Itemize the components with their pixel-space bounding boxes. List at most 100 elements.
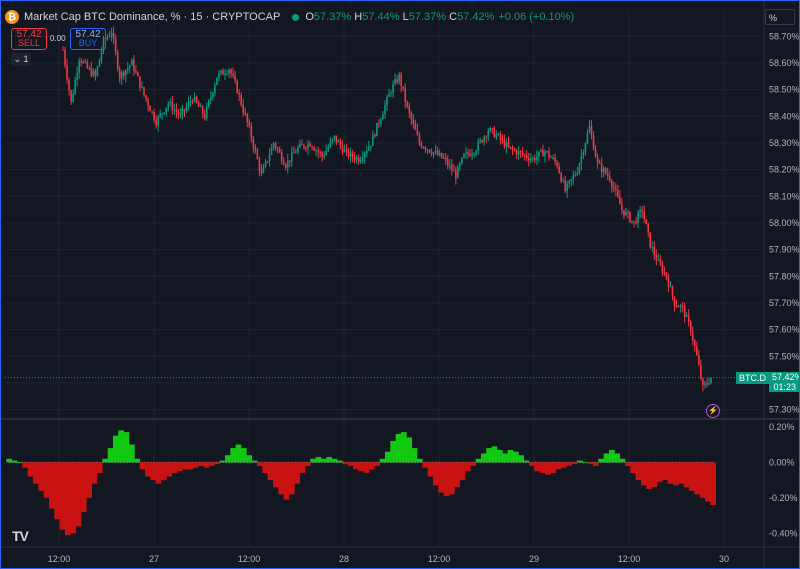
histogram-bar xyxy=(49,462,55,509)
collapse-indicators-button[interactable]: ⌄ 1 xyxy=(11,53,31,66)
histogram-series xyxy=(6,430,716,536)
candle-body xyxy=(610,180,613,187)
buy-button[interactable]: 57.42 BUY xyxy=(70,28,106,50)
y-tick-label: 57.90% xyxy=(769,245,799,255)
lightning-icon[interactable]: ⚡ xyxy=(706,404,720,418)
candle-body xyxy=(509,146,512,148)
candle-body xyxy=(244,112,247,115)
histogram-bar xyxy=(593,462,599,466)
candle-body xyxy=(299,143,301,148)
candle-body xyxy=(667,277,670,287)
candle-body xyxy=(284,164,287,168)
histogram-bar xyxy=(625,462,631,466)
candle-body xyxy=(471,153,473,156)
y-tick-label: 58.40% xyxy=(769,111,799,121)
candle-body xyxy=(276,148,279,150)
histogram-bar xyxy=(219,460,226,463)
candle-body xyxy=(114,38,117,52)
histogram-bar xyxy=(267,462,274,481)
candle-body xyxy=(203,114,206,119)
candle-body xyxy=(657,259,660,261)
candle-body xyxy=(224,73,226,75)
histogram-bar xyxy=(486,448,492,463)
candle-body xyxy=(647,224,650,233)
histogram-bar xyxy=(139,462,146,470)
candle-body xyxy=(613,186,615,189)
candle-body xyxy=(594,149,597,157)
histogram-bar xyxy=(710,462,716,505)
candle-body xyxy=(266,161,269,163)
histogram-bar xyxy=(86,462,92,498)
candle-body xyxy=(568,180,571,184)
candle-body xyxy=(92,71,95,76)
candle-body xyxy=(453,170,455,172)
histogram-bar xyxy=(475,458,482,463)
candle-body xyxy=(485,136,488,138)
histogram-bar xyxy=(587,462,594,465)
candle-body xyxy=(262,166,265,173)
histogram-bar xyxy=(155,462,162,484)
grid-lines xyxy=(5,11,763,547)
candle-body xyxy=(708,383,710,385)
candle-body xyxy=(564,180,566,192)
histogram-bar xyxy=(609,449,615,463)
candle-body xyxy=(171,101,174,111)
spread-value: 0.00 xyxy=(50,34,66,43)
candle-body xyxy=(230,69,232,74)
histogram-bar xyxy=(667,462,674,484)
histogram-bar xyxy=(603,453,610,463)
candle-body xyxy=(374,134,376,137)
candle-body xyxy=(388,93,390,97)
candle-body xyxy=(554,157,556,162)
x-tick-label: 12:00 xyxy=(618,554,641,564)
candle-body xyxy=(234,75,236,81)
candle-body xyxy=(534,158,536,161)
histogram-bar xyxy=(214,462,220,465)
candle-body xyxy=(303,145,305,148)
histogram-bar xyxy=(241,448,247,463)
candle-body xyxy=(418,134,421,144)
histogram-bar xyxy=(507,449,514,463)
candle-body xyxy=(193,96,196,102)
candle-body xyxy=(232,73,234,76)
histogram-bar xyxy=(646,462,652,489)
candle-body xyxy=(212,92,214,97)
histogram-bar xyxy=(406,437,412,463)
candle-body xyxy=(404,88,407,102)
candle-body xyxy=(185,106,188,111)
candle-body xyxy=(335,135,338,143)
candle-body xyxy=(532,158,534,160)
candle-body xyxy=(546,151,548,153)
tradingview-logo[interactable]: TV xyxy=(12,528,29,544)
histogram-bar xyxy=(235,444,242,463)
candle-body xyxy=(159,113,161,117)
x-tick-label: 12:00 xyxy=(428,554,451,564)
candle-body xyxy=(493,128,496,138)
candle-body xyxy=(523,154,526,156)
histogram-bar xyxy=(374,462,380,466)
candle-body xyxy=(329,141,332,148)
buy-label: BUY xyxy=(78,38,98,48)
scale-mode-button[interactable]: % xyxy=(765,9,795,25)
candle-body xyxy=(681,305,684,307)
histogram-bar xyxy=(113,435,119,463)
candle-body xyxy=(66,65,68,80)
candle-body xyxy=(661,264,664,273)
symbol-title[interactable]: Market Cap BTC Dominance, % · 15 · CRYPT… xyxy=(24,11,281,23)
candle-body xyxy=(151,111,153,113)
candle-body xyxy=(406,101,409,107)
histogram-bar xyxy=(262,462,268,473)
histogram-bar xyxy=(43,462,50,498)
candle-body xyxy=(592,135,595,150)
x-tick-label: 27 xyxy=(149,554,159,564)
candle-body xyxy=(191,101,194,103)
sell-button[interactable]: 57.42 SELL xyxy=(11,28,47,50)
histogram-bar xyxy=(385,451,391,463)
candle-body xyxy=(426,149,429,151)
candle-body xyxy=(473,153,475,155)
histogram-bar xyxy=(449,462,455,495)
candle-body xyxy=(220,70,222,74)
